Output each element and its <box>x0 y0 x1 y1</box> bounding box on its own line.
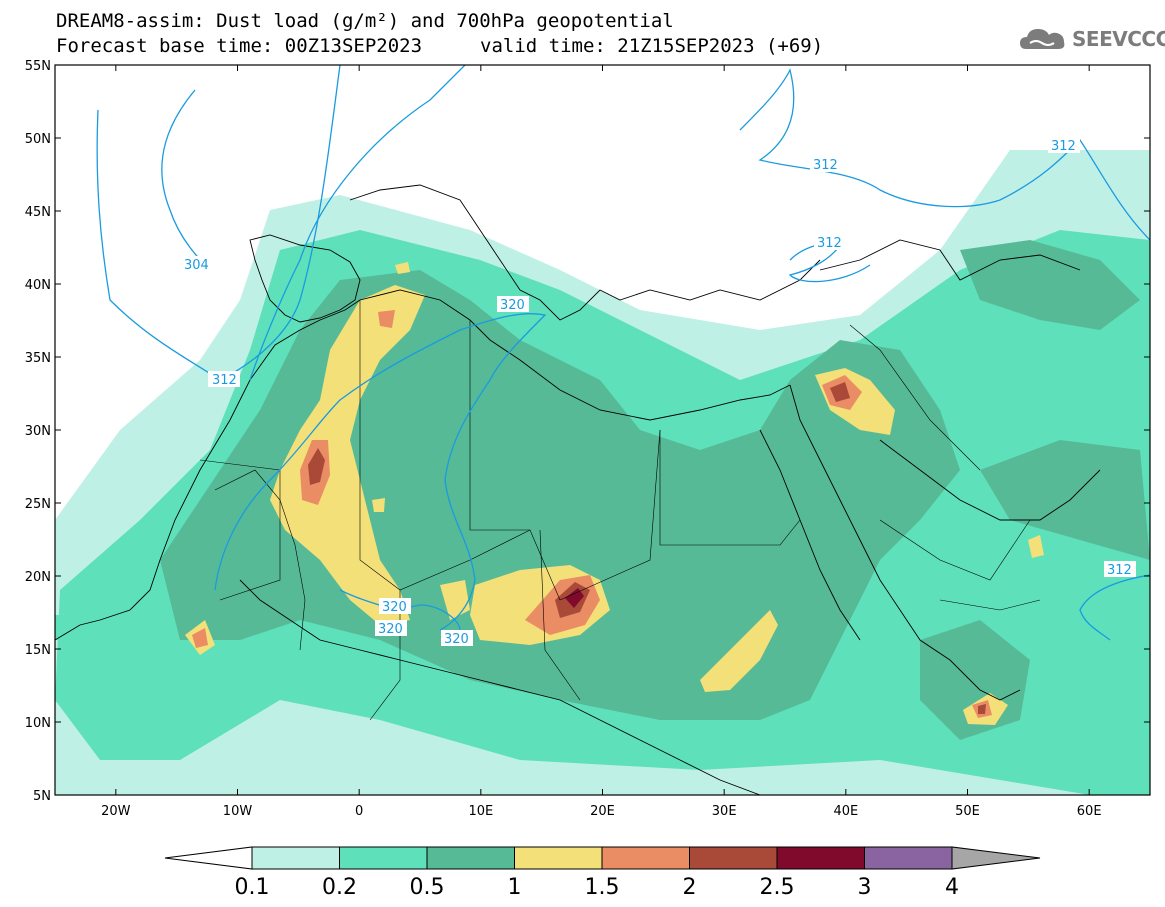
contour-label: 312 <box>212 373 237 388</box>
contour-label: 312 <box>1051 139 1076 154</box>
colorbar-over-arrow <box>951 846 1041 870</box>
lon-tick-label: 10W <box>223 804 253 819</box>
lon-tick-label: 10E <box>468 804 493 819</box>
lat-tick-label: 5N <box>33 789 51 804</box>
contour-label: 312 <box>817 236 842 251</box>
map-title: DREAM8-assim: Dust load (g/m²) and 700hP… <box>56 10 674 32</box>
lat-tick-label: 25N <box>25 497 51 512</box>
country-borders <box>199 300 1041 721</box>
lon-tick-label: 60E <box>1077 804 1102 819</box>
lat-tick-label: 35N <box>25 351 51 366</box>
colorbar-swatch <box>426 846 515 870</box>
colorbar-label: 0.1 <box>235 875 270 900</box>
colorbar-label: 1 <box>508 875 522 900</box>
lat-tick-label: 40N <box>25 278 51 293</box>
lon-tick-label: 50E <box>955 804 980 819</box>
colorbar-label: 2 <box>683 875 697 900</box>
colorbar-swatch <box>514 846 603 870</box>
lon-tick-label: 20W <box>101 804 131 819</box>
contour-label: 320 <box>382 600 407 615</box>
contour-labels: 304 312 320 320 320 320 312 312 312 312 <box>180 137 1136 647</box>
colorbar-under-arrow <box>164 846 253 870</box>
colorbar-label: 1.5 <box>585 875 620 900</box>
lat-tick-label: 55N <box>25 59 51 74</box>
lat-tick-label: 20N <box>25 570 51 585</box>
colorbar-label: 2.5 <box>760 875 795 900</box>
contour-label: 320 <box>444 632 469 647</box>
contour-label: 312 <box>813 158 838 173</box>
lon-tick-label: 30E <box>712 804 737 819</box>
valid-time: valid time: 21Z15SEP2023 (+69) <box>480 35 824 57</box>
colorbar-label: 4 <box>945 875 959 900</box>
contour-label: 312 <box>1107 563 1132 578</box>
dust-field <box>55 65 1150 795</box>
contour-label: 320 <box>378 622 403 637</box>
colorbar-swatch <box>689 846 778 870</box>
lon-tick-label: 20E <box>590 804 615 819</box>
contour-label: 320 <box>500 298 525 313</box>
seevccc-logo: SEEVCCC <box>1018 25 1165 53</box>
dust-level-2.5 <box>565 588 584 608</box>
latitude-axis: 55N 50N 45N 40N 35N 30N 25N 20N 15N 10N 5N <box>25 59 1150 804</box>
lat-tick-label: 45N <box>25 205 51 220</box>
colorbar-label: 3 <box>858 875 872 900</box>
colorbar-swatch <box>251 846 340 870</box>
colorbar-label: 0.5 <box>410 875 445 900</box>
contour-label: 304 <box>184 258 209 273</box>
forecast-base-time: Forecast base time: 00Z13SEP2023 <box>56 35 423 57</box>
cloud-logo-icon <box>1020 29 1065 49</box>
colorbar: 0.1 0.2 0.5 1 1.5 2 2.5 3 4 <box>164 846 1041 900</box>
coastlines <box>55 184 1101 795</box>
lon-tick-label: 40E <box>833 804 858 819</box>
lat-tick-label: 10N <box>25 716 51 731</box>
colorbar-swatch <box>776 846 865 870</box>
logo-text: SEEVCCC <box>1072 27 1165 51</box>
colorbar-swatch <box>864 846 953 870</box>
colorbar-label: 0.2 <box>322 875 357 900</box>
lat-tick-label: 15N <box>25 643 51 658</box>
lon-tick-label: 0 <box>355 804 363 819</box>
colorbar-swatch <box>601 846 690 870</box>
longitude-axis: 20W 10W 0 10E 20E 30E 40E 50E 60E <box>101 65 1102 819</box>
lat-tick-label: 30N <box>25 424 51 439</box>
lat-tick-label: 50N <box>25 132 51 147</box>
colorbar-swatch <box>339 846 428 870</box>
